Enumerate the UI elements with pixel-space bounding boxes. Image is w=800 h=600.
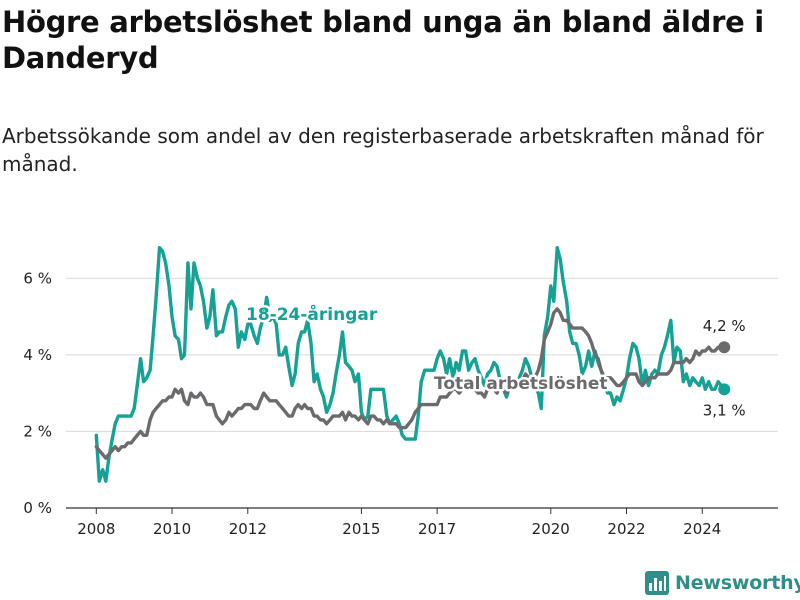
y-tick-label: 0 % — [23, 499, 52, 517]
end-value-label-youth: 3,1 % — [703, 401, 746, 419]
x-tick-label: 2015 — [342, 520, 380, 538]
brand-name: Newsworthy — [675, 572, 800, 594]
y-axis: 0 % 2 % 4 % 6 % — [23, 269, 52, 517]
x-tick-label: 2022 — [607, 520, 645, 538]
x-axis: 2008 2010 2012 2015 2017 2020 2022 2024 — [66, 507, 778, 538]
x-tick-label: 2020 — [532, 520, 570, 538]
series-label-total: Total arbetslöshet — [434, 374, 608, 394]
end-value-label-total: 4,2 % — [703, 317, 746, 335]
grid — [66, 277, 778, 432]
series-end-dot-0 — [718, 383, 731, 396]
chart-subtitle: Arbetssökande som andel av den registerb… — [2, 124, 764, 176]
series-lines — [94, 246, 731, 483]
y-tick-label: 4 % — [23, 346, 52, 364]
y-tick-label: 2 % — [23, 422, 52, 440]
x-tick-label: 2012 — [229, 520, 267, 538]
series-label-youth: 18-24-åringar — [246, 303, 378, 325]
x-tick-label: 2017 — [418, 520, 456, 538]
x-tick-label: 2024 — [683, 520, 721, 538]
series-end-dot-1 — [718, 341, 731, 354]
newsworthy-logo: Newsworthy — [645, 568, 800, 598]
y-tick-label: 6 % — [23, 269, 52, 287]
x-tick-label: 2010 — [153, 520, 191, 538]
series-labels: 18-24-åringar Total arbetslöshet 4,2 % 3,1 … — [244, 301, 746, 420]
series-line-1 — [94, 307, 726, 460]
chart-title: Högre arbetslöshet bland unga än bland ä… — [2, 5, 764, 75]
x-tick-label: 2008 — [77, 520, 115, 538]
bar-chart-logo-icon — [645, 571, 669, 595]
series-line-0 — [94, 246, 726, 483]
